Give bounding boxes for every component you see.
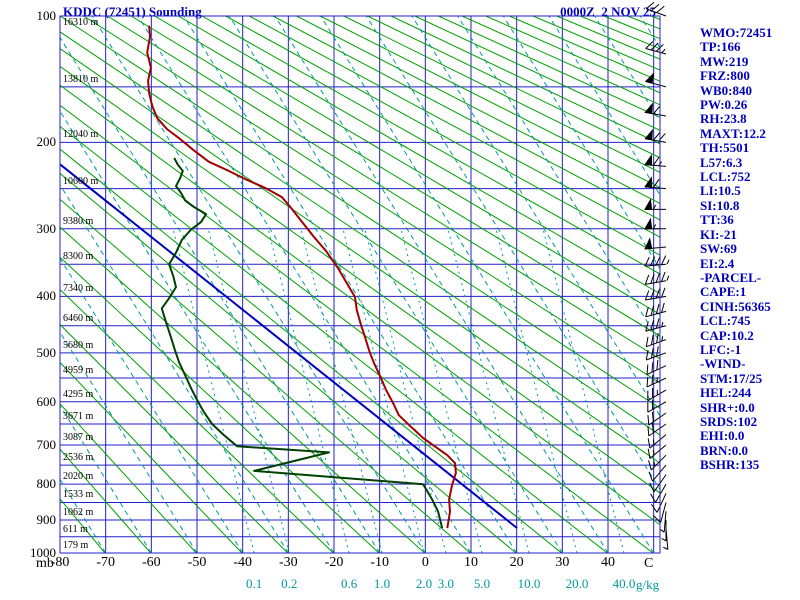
height-label: 16310 m [63, 17, 99, 28]
temperature-tick: 30 [555, 555, 570, 570]
height-label: 13810 m [63, 73, 99, 85]
chart-datetime: 0000Z 2 NOV 25 [560, 4, 656, 19]
index-line: LI:10.5 [700, 183, 741, 199]
index-line: L57:6.3 [700, 154, 743, 170]
index-line: BRN:0.0 [700, 442, 749, 458]
index-line: WMO:72451 [700, 25, 773, 40]
index-line: CINH:56365 [700, 298, 771, 314]
height-label: 179 m [63, 540, 89, 551]
parcel-line [60, 163, 518, 529]
height-label: 611 m [63, 523, 88, 535]
pressure-tick: 800 [36, 476, 57, 492]
pressure-tick: 900 [36, 511, 57, 527]
index-line: LCL:745 [700, 313, 751, 329]
temperature-tick: -30 [278, 555, 298, 570]
dry-adiabats [60, 16, 660, 553]
index-line: LCL:752 [700, 169, 751, 185]
index-line: -WIND- [700, 356, 746, 372]
temperature-tick: 40 [601, 555, 615, 570]
height-label: 6460 m [63, 312, 94, 324]
mixing-ratio-tick: 0.2 [281, 576, 298, 591]
index-line: MAXT:12.2 [700, 125, 766, 141]
index-line: SI:10.8 [700, 197, 740, 213]
mixing-ratio-tick: 10.0 [517, 576, 541, 591]
pressure-tick: 500 [36, 344, 57, 360]
height-label: 2020 m [63, 471, 94, 483]
height-label: 4295 m [63, 388, 94, 400]
temperature-tick: -60 [141, 555, 161, 570]
index-line: SRDS:102 [700, 413, 758, 429]
mixing-ratio-tick: 0.6 [340, 576, 358, 591]
pressure-tick: 200 [36, 134, 57, 150]
temperature-tick: -50 [187, 555, 207, 570]
height-label: 5680 m [63, 339, 94, 351]
height-label: 3087 m [63, 432, 94, 444]
height-label: 12040 m [63, 129, 99, 141]
temperature-tick: -80 [50, 555, 70, 570]
index-line: STM:17/25 [700, 370, 763, 386]
temperature-axis-unit: C [644, 556, 654, 571]
index-line: BSHR:135 [700, 457, 760, 473]
temperature-tick: -70 [96, 555, 115, 570]
index-line: CAP:10.2 [700, 327, 754, 343]
height-label: 1533 m [63, 489, 94, 501]
index-line: TP:166 [700, 39, 741, 55]
moist-adiabats [60, 16, 660, 553]
mixing-ratio-tick: 0.1 [245, 576, 263, 591]
mixing-ratio-tick: 5.0 [473, 576, 491, 591]
mixing-ratio-lines [172, 228, 625, 553]
mixing-ratio-axis-unit: g/kg [636, 577, 660, 592]
wind-barbs [644, 2, 670, 550]
chart-title: KDDC (72451) Sounding [63, 4, 202, 19]
mixing-ratio-tick: 20.0 [565, 576, 589, 591]
mixing-ratio-tick: 40.0 [612, 576, 636, 591]
index-line: WB0:840 [700, 82, 752, 98]
pressure-tick: 300 [36, 220, 57, 236]
temperature-tick: 0 [421, 555, 429, 570]
index-line: CAPE:1 [700, 284, 747, 300]
mixing-ratio-tick: 2.0 [415, 576, 433, 591]
index-line: MW:219 [700, 53, 749, 69]
pressure-tick: 1000 [30, 545, 56, 560]
height-label: 9380 m [63, 215, 94, 227]
index-line: SW:69 [700, 241, 737, 257]
pressure-tick: 700 [36, 437, 57, 453]
mixing-ratio-tick: 3.0 [437, 576, 454, 591]
temperature-tick: -20 [324, 555, 344, 570]
index-line: PW:0.26 [700, 97, 748, 113]
dewpoint-trace [160, 157, 444, 529]
index-line: HEL:244 [700, 385, 752, 401]
height-label: 3671 m [63, 410, 94, 422]
pressure-tick: 600 [36, 393, 57, 409]
index-line: -PARCEL- [700, 269, 762, 285]
index-line: TT:36 [700, 212, 734, 228]
index-line: EI:2.4 [700, 255, 735, 271]
height-label: 7340 m [63, 283, 94, 295]
temperature-tick: -40 [233, 555, 252, 570]
height-label: 8300 m [63, 251, 94, 263]
pressure-tick: 400 [36, 288, 57, 304]
height-label: 1062 m [63, 506, 94, 518]
mixing-ratio-tick: 1.0 [373, 576, 391, 591]
temperature-tick: 10 [464, 555, 478, 570]
pressure-axis-unit: mb [36, 556, 54, 571]
index-line: RH:23.8 [700, 111, 747, 127]
index-line: KI:-21 [700, 226, 737, 242]
indices-panel: WMO:72451 TP:166 MW:219 FRZ:800 WB0:840 PW:0.… [700, 25, 798, 473]
pressure-tick: 100 [36, 8, 57, 23]
index-line: FRZ:800 [700, 68, 750, 84]
temperature-tick: 20 [509, 555, 524, 570]
temperature-tick: -10 [370, 555, 389, 570]
index-line: LFC:-1 [700, 341, 742, 357]
plot-border [59, 15, 661, 554]
index-line: EHI:0.0 [700, 428, 745, 444]
height-label: 4959 m [63, 365, 94, 377]
index-line: TH:5501 [700, 140, 750, 156]
height-label: 10600 m [63, 175, 99, 187]
temperature-trace [146, 25, 457, 529]
height-label: 2536 m [63, 452, 94, 464]
index-line: SHR+:0.0 [700, 399, 755, 415]
